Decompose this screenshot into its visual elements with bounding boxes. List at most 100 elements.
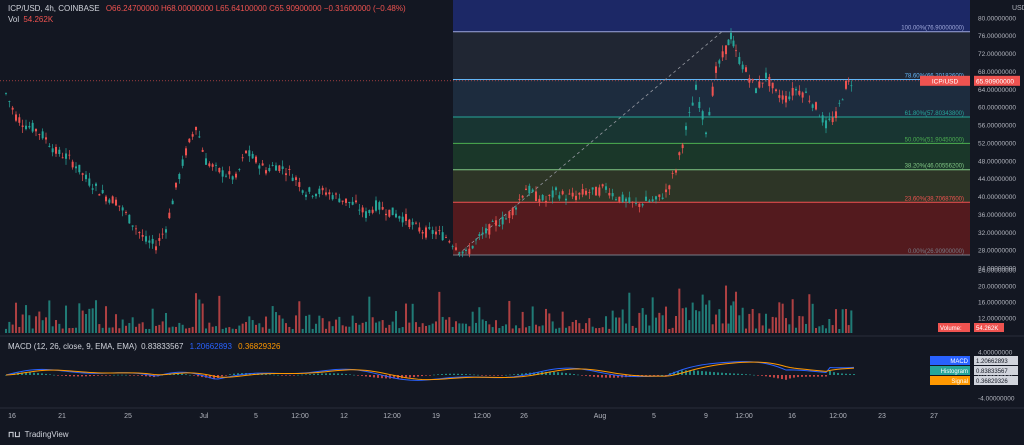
macd-histogram-bar xyxy=(545,371,547,375)
candle-body xyxy=(838,102,841,104)
macd-histogram-bar xyxy=(685,370,687,375)
macd-histogram-bar xyxy=(417,375,419,377)
macd-histogram-bar xyxy=(297,374,299,376)
volume-bar xyxy=(495,320,497,333)
macd-histogram-bar xyxy=(697,370,699,375)
volume-bar xyxy=(185,328,187,333)
volume-bar xyxy=(298,301,301,333)
candle-body xyxy=(565,198,567,201)
candle-body xyxy=(741,64,744,70)
macd-histogram-bar xyxy=(197,375,199,377)
volume-bar xyxy=(478,307,481,333)
volume-bar xyxy=(435,321,437,333)
candle-body xyxy=(68,154,71,156)
candle-body xyxy=(591,187,594,190)
volume-bar xyxy=(818,326,821,333)
brand-footer: ⊓⊔ TradingView xyxy=(8,430,69,439)
volume-bar xyxy=(668,328,671,333)
candle-body xyxy=(601,184,604,187)
candle-body xyxy=(108,199,111,203)
macd-histogram-bar xyxy=(701,371,703,375)
candle-body xyxy=(555,187,557,191)
macd-histogram-bar xyxy=(573,374,575,375)
volume-label: Vol xyxy=(8,15,20,24)
candle-body xyxy=(541,195,544,201)
macd-histogram-bar xyxy=(465,374,467,375)
macd-histogram-bar xyxy=(813,375,815,377)
volume-bar xyxy=(78,303,81,333)
volume-bar xyxy=(708,300,711,333)
volume-bar xyxy=(525,327,527,333)
candle-body xyxy=(215,164,217,166)
volume-bar xyxy=(735,291,737,333)
volume-bar xyxy=(238,325,241,333)
macd-histogram-bar xyxy=(441,374,443,375)
candle-body xyxy=(451,246,454,248)
macd-histogram-bar xyxy=(145,375,147,377)
candle-body xyxy=(635,203,637,204)
candle-body xyxy=(221,170,224,177)
volume-bar xyxy=(111,327,114,333)
candle-body xyxy=(815,102,817,110)
candle-body xyxy=(8,101,11,102)
candle-body xyxy=(35,129,37,132)
ohlc-values: O66.24700000 H68.00000000 L65.64100000 C… xyxy=(105,4,406,13)
volume-bar xyxy=(581,328,584,333)
macd-histogram-bar xyxy=(213,375,215,379)
candle-body xyxy=(285,173,287,176)
candle-body xyxy=(745,67,747,72)
candle-body xyxy=(325,192,327,195)
volume-bar xyxy=(745,328,747,333)
macd-histogram-bar xyxy=(821,375,823,377)
candle-body xyxy=(811,104,814,108)
macd-histogram-bar xyxy=(413,375,415,378)
macd-value: 0.83833567 xyxy=(141,342,184,351)
candle-body xyxy=(235,173,237,178)
candle-body xyxy=(55,146,57,154)
macd-histogram-bar xyxy=(317,373,319,375)
volume-bar xyxy=(665,306,667,333)
candle-body xyxy=(65,153,67,159)
macd-histogram-bar xyxy=(21,372,23,375)
volume-bar xyxy=(88,308,91,333)
candle-body xyxy=(488,224,491,235)
volume-bar xyxy=(768,328,771,333)
volume-bar xyxy=(345,326,347,333)
candle-body xyxy=(225,175,227,177)
volume-bar xyxy=(821,325,824,333)
volume-bar xyxy=(825,328,827,333)
candle-body xyxy=(665,189,667,193)
volume-bar xyxy=(521,311,524,333)
volume-bar xyxy=(261,327,264,333)
macd-label[interactable]: MACD (12, 26, close, 9, EMA, EMA) xyxy=(8,342,137,351)
macd-tick-label: 4.00000000 xyxy=(978,350,1013,357)
candle-body xyxy=(721,51,724,58)
candle-body xyxy=(128,214,131,224)
candle-body xyxy=(695,84,697,90)
macd-histogram-bar xyxy=(709,371,711,375)
volume-bar xyxy=(248,316,251,333)
candle-body xyxy=(435,231,437,235)
volume-bar xyxy=(241,323,244,333)
candle-body xyxy=(48,145,51,147)
candle-body xyxy=(568,193,571,195)
candle-body xyxy=(631,201,634,203)
candle-body xyxy=(441,232,444,241)
candle-body xyxy=(535,191,537,202)
volume-bar xyxy=(548,313,551,333)
macd-histogram-bar xyxy=(29,372,31,375)
symbol-price-tag-label: ICP/USD xyxy=(932,78,959,85)
macd-histogram-bar xyxy=(69,375,71,377)
x-tick-label: 16 xyxy=(788,413,796,420)
macd-value-tag xyxy=(974,356,1018,365)
volume-bar xyxy=(211,326,214,333)
candle-body xyxy=(378,202,381,210)
volume-tag-label: Volume: xyxy=(940,326,962,332)
volume-bar xyxy=(58,323,61,333)
candle-body xyxy=(271,165,274,166)
candle-body xyxy=(201,149,204,152)
symbol-label[interactable]: ICP/USD, 4h, COINBASE xyxy=(8,4,100,13)
macd-histogram-bar xyxy=(797,375,799,378)
macd-value-tag xyxy=(974,366,1018,375)
